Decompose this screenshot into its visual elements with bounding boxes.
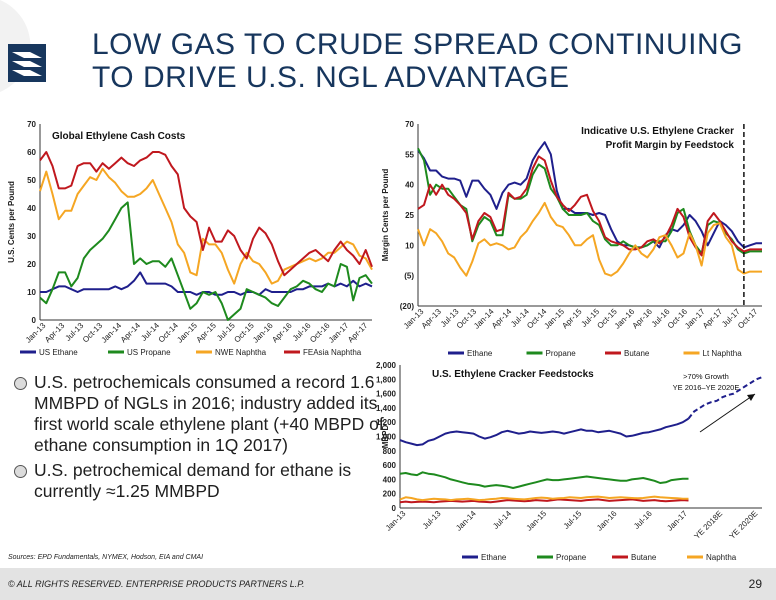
- series-line-naphtha: [399, 495, 689, 502]
- y-tick-label: 10: [27, 288, 36, 297]
- bullet-circle-icon: [14, 377, 27, 390]
- footer-bar: © ALL RIGHTS RESERVED. ENTERPRISE PRODUC…: [0, 568, 776, 600]
- series-line-lt-naphtha: [417, 201, 762, 277]
- y-tick-label: 70: [405, 120, 414, 129]
- legend-label: NWE Naphtha: [215, 348, 267, 357]
- x-tick-label: Jan-15: [525, 509, 549, 533]
- y-axis-label: U.S. Cents per Pound: [7, 181, 16, 263]
- bullet-text: U.S. petrochemical demand for ethane is …: [34, 460, 352, 501]
- legend-label: Ethane: [481, 553, 507, 562]
- y-tick-label: 25: [405, 211, 414, 220]
- x-tick-label: Jan-14: [454, 509, 478, 533]
- page-number: 29: [748, 577, 762, 591]
- y-tick-label: 2,000: [376, 361, 397, 370]
- bullet-item: U.S. petrochemicals consumed a record 1.…: [12, 372, 387, 456]
- y-tick-label: 1,400: [376, 404, 397, 413]
- y-tick-label: 60: [27, 148, 36, 157]
- legend-label: Lt Naphtha: [703, 349, 743, 358]
- growth-arrow-head-icon: [747, 394, 755, 401]
- y-tick-label: 0: [392, 504, 397, 513]
- legend-label: Ethane: [467, 349, 493, 358]
- chart-title-line-2: Profit Margin by Feedstock: [606, 140, 735, 151]
- x-tick-label: Jan-16: [595, 509, 619, 533]
- legend-label: FEAsia Naphtha: [303, 348, 362, 357]
- legend-label: Propane: [556, 553, 587, 562]
- y-tick-label: 20: [27, 260, 36, 269]
- y-tick-label: (5): [404, 272, 414, 281]
- chart-title: Global Ethylene Cash Costs: [52, 131, 186, 142]
- chart-annotation-line-1: >70% Growth: [683, 372, 729, 381]
- y-tick-label: 1,000: [376, 433, 397, 442]
- slide-title: LOW GAS TO CRUDE SPREAD CONTINUING TO DR…: [92, 28, 762, 94]
- series-line-ethane-projection: [687, 376, 763, 420]
- y-tick-label: (20): [400, 302, 415, 311]
- sources-note: Sources: EPD Fundamentals, NYMEX, Hodson…: [8, 554, 204, 561]
- y-tick-label: 0: [32, 316, 37, 325]
- y-tick-label: 600: [383, 461, 397, 470]
- y-axis-label: Margin Cents per Pound: [381, 169, 390, 262]
- series-line-propane: [399, 471, 689, 489]
- bullet-item: U.S. petrochemical demand for ethane is …: [12, 460, 387, 502]
- legend-label: US Ethane: [39, 348, 78, 357]
- x-tick-label: YE 2018E: [692, 509, 724, 541]
- legend-label: Butane: [631, 553, 657, 562]
- y-tick-label: 40: [27, 204, 36, 213]
- x-tick-label: Jul-15: [562, 509, 584, 531]
- y-tick-label: 50: [27, 176, 36, 185]
- bullet-text: U.S. petrochemicals consumed a record 1.…: [34, 372, 384, 455]
- series-line-ethane: [399, 417, 690, 447]
- series-line-butane: [399, 498, 689, 504]
- slide-title-line-1: LOW GAS TO CRUDE SPREAD CONTINUING: [92, 28, 743, 61]
- legend-label: Naphtha: [706, 553, 737, 562]
- y-tick-label: 400: [383, 475, 397, 484]
- y-tick-label: 10: [405, 241, 414, 250]
- slide-title-line-2: TO DRIVE U.S. NGL ADVANTAGE: [92, 61, 570, 94]
- legend-label: US Propane: [127, 348, 171, 357]
- y-tick-label: 1,200: [376, 418, 397, 427]
- copyright-text: © ALL RIGHTS RESERVED. ENTERPRISE PRODUC…: [8, 579, 305, 589]
- y-tick-label: 1,800: [376, 375, 397, 384]
- chart-title-line-1: Indicative U.S. Ethylene Cracker: [581, 126, 734, 137]
- x-tick-label: Jul-13: [421, 509, 443, 531]
- series-line-us-ethane: [40, 271, 373, 296]
- x-tick-label: YE 2020E: [728, 509, 760, 541]
- y-tick-label: 200: [383, 490, 397, 499]
- chart-title: U.S. Ethylene Cracker Feedstocks: [432, 369, 594, 380]
- legend-label: Butane: [624, 349, 650, 358]
- legend-label: Propane: [546, 349, 577, 358]
- y-tick-label: 55: [405, 150, 414, 159]
- chart-annotation-line-2: YE 2016–YE 2020E: [673, 383, 740, 392]
- y-tick-label: 1,600: [376, 390, 397, 399]
- bullet-list: U.S. petrochemicals consumed a record 1.…: [12, 372, 387, 506]
- y-tick-label: 30: [27, 232, 36, 241]
- bullet-circle-icon: [14, 465, 27, 478]
- series-line-feasia-naphtha: [39, 151, 373, 277]
- x-tick-label: Jul-16: [632, 509, 654, 531]
- company-logo-icon: [0, 0, 46, 92]
- y-axis-label: MBPD: [381, 425, 390, 449]
- x-tick-label: Jul-14: [491, 509, 513, 531]
- y-tick-label: 40: [405, 181, 414, 190]
- x-tick-label: Jan-17: [665, 509, 689, 533]
- growth-arrow-line: [699, 393, 756, 433]
- y-tick-label: 800: [383, 447, 397, 456]
- y-tick-label: 70: [27, 120, 36, 129]
- series-line-butane: [417, 155, 762, 257]
- series-line-us-propane: [39, 201, 373, 321]
